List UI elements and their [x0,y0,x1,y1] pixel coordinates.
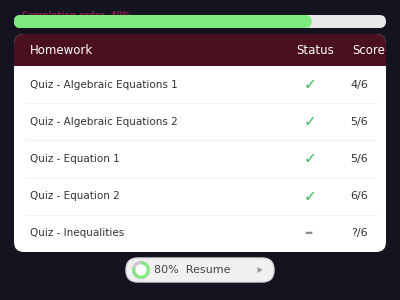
Text: –: – [304,224,312,242]
Wedge shape [132,262,150,278]
Text: Quiz - Equation 2: Quiz - Equation 2 [30,191,120,201]
Text: 4/6: 4/6 [350,80,368,90]
Text: ✓: ✓ [304,114,317,129]
Text: 6/6: 6/6 [350,191,368,201]
Text: Status: Status [296,44,334,56]
FancyBboxPatch shape [14,15,386,28]
FancyBboxPatch shape [14,34,386,252]
Text: ✓: ✓ [304,152,317,166]
Text: Quiz - Equation 1: Quiz - Equation 1 [30,154,120,164]
Text: ✓: ✓ [304,77,317,92]
Text: Quiz - Algebraic Equations 1: Quiz - Algebraic Equations 1 [30,80,178,90]
Text: 5/6: 5/6 [350,117,368,127]
Text: 80%  Resume: 80% Resume [154,265,231,275]
FancyBboxPatch shape [14,50,386,66]
Text: 5/6: 5/6 [350,154,368,164]
Text: Quiz - Algebraic Equations 2: Quiz - Algebraic Equations 2 [30,117,178,127]
Circle shape [132,262,150,278]
FancyBboxPatch shape [14,15,312,28]
Text: ?/6: ?/6 [351,228,368,239]
FancyBboxPatch shape [126,258,274,282]
FancyBboxPatch shape [14,34,386,66]
Text: ✓: ✓ [304,189,317,204]
Text: Completion order  40%: Completion order 40% [22,11,131,20]
Text: Homework: Homework [30,44,93,56]
Polygon shape [258,267,262,273]
Circle shape [136,265,146,275]
Text: Score: Score [352,44,385,56]
Text: Quiz - Inequalities: Quiz - Inequalities [30,228,124,239]
